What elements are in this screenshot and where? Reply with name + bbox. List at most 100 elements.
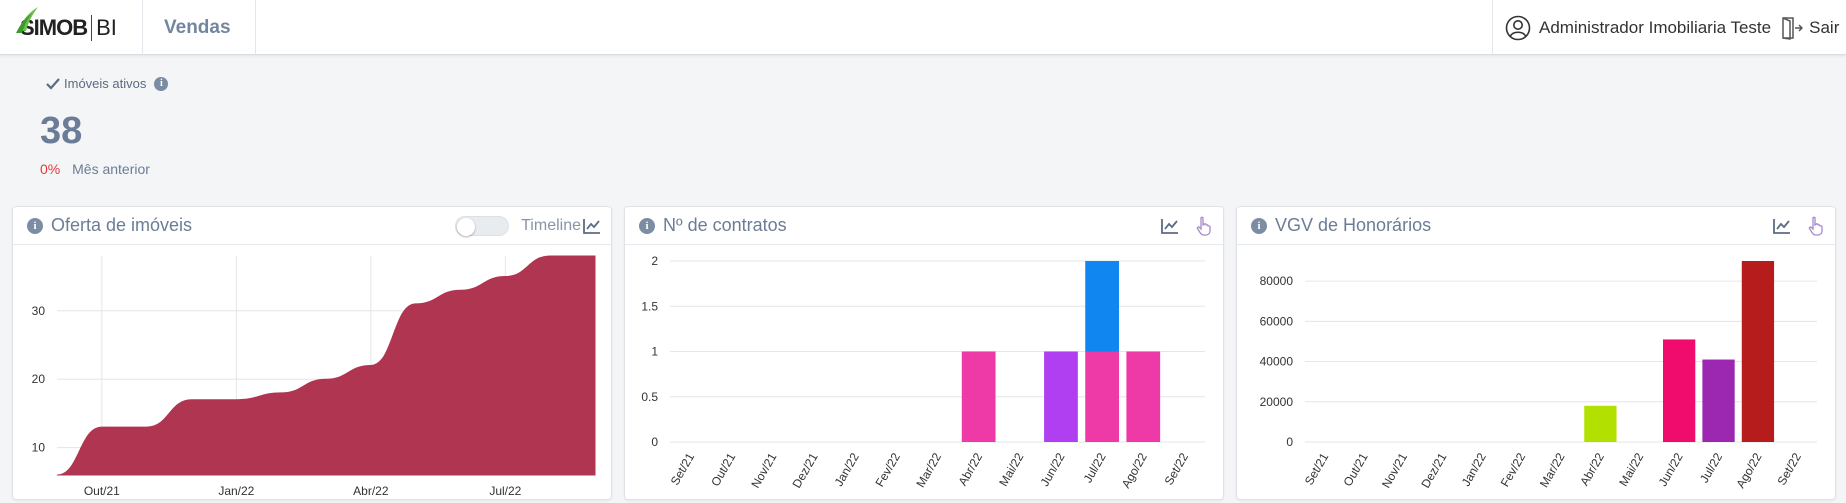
pointer-hand-icon[interactable] [1807,216,1825,236]
x-tick-label: Abr/22 [955,450,985,488]
x-tick-label: Nov/21 [1379,450,1410,490]
timeline-toggle[interactable] [455,216,510,236]
logout-button[interactable]: Sair [1781,16,1839,40]
x-tick-label: Nov/21 [748,450,779,490]
x-tick-label: Abr/22 [1577,450,1607,488]
x-tick-label: Dez/21 [789,450,820,490]
x-tick-label: Jan/22 [832,450,862,488]
y-tick-label: 0 [651,435,658,449]
bar [1663,339,1696,442]
x-tick-label: Jun/22 [1037,450,1067,488]
offer-area-chart: 10 20 30 Out/21 Jan/22 Abr/22 Jul/22 [32,255,596,498]
top-bar: SIMOB BI Vendas Administrador Imobiliari… [0,0,1846,55]
bar [1044,351,1078,442]
x-tick-label: Mar/22 [1537,450,1568,490]
bar [1584,405,1617,442]
x-tick-label: Ago/22 [1119,450,1150,490]
bar [1702,359,1735,442]
x-tick-label: Mar/22 [913,450,944,490]
pointer-hand-icon[interactable] [1195,216,1213,236]
y-tick-label: 2 [651,254,658,268]
y-tick-label: 10 [32,441,46,455]
kpi-change-label: Mês anterior [72,161,150,177]
logout-label: Sair [1809,17,1840,37]
card-tools [1161,216,1213,236]
logout-door-icon [1782,16,1804,40]
y-tick-label: 0.5 [641,390,658,404]
x-tick-label: Jul/22 [489,484,521,498]
x-tick-label: Jun/22 [1656,450,1686,488]
vgv-bar-chart: 0 20000 40000 60000 80000 Set/21 Out/21 Nov/21 D… [1260,261,1817,490]
x-tick-label: Out/21 [708,450,738,488]
card-header: i Oferta de imóveis Timeline [13,207,611,245]
bar [1741,261,1775,442]
page-title: Vendas [144,0,256,55]
y-tick-label: 30 [32,304,46,318]
info-icon[interactable]: i [639,217,655,234]
line-chart-icon[interactable] [1773,218,1791,234]
kpi-label: Imóveis ativos [64,76,147,91]
x-tick-label: Set/22 [1774,450,1804,487]
y-tick-label: 0 [1286,435,1293,449]
x-tick-label: Jan/22 [218,484,254,498]
logo-leaf-icon [16,6,38,33]
x-tick-label: Dez/21 [1418,450,1449,490]
y-tick-label: 20000 [1260,395,1294,409]
card-tools: Timeline [455,216,601,236]
kpi-value: 38 [40,110,83,152]
bar [961,351,996,442]
x-tick-label: Abr/22 [353,484,389,498]
logo[interactable]: SIMOB BI [0,0,143,55]
y-tick-label: 40000 [1260,355,1294,369]
bar [1126,351,1161,442]
info-icon[interactable]: i [27,217,43,234]
card-title: Oferta de imóveis [51,215,193,235]
card-tools [1773,216,1825,236]
x-tick-label: Mai/22 [996,450,1026,488]
card-contracts: i Nº de contratos 0 0.5 1 1.5 2 Set/21 Out/21 N… [624,206,1224,500]
x-tick-label: Fev/22 [1498,450,1529,489]
x-tick-label: Ago/22 [1733,450,1764,490]
area-series [56,255,596,476]
x-tick-label: Out/21 [1341,450,1371,488]
x-tick-label: Set/21 [1302,450,1332,487]
line-chart-icon[interactable] [583,218,601,234]
card-property-offer: i Oferta de imóveis Timeline 10 20 30 Out/2… [12,206,612,500]
bar [1085,261,1119,352]
kpi-active-properties: Imóveis ativos i [46,76,169,91]
x-tick-label: Out/21 [84,484,120,498]
x-tick-label: Mai/22 [1616,450,1646,488]
y-tick-label: 60000 [1260,314,1294,328]
kpi-info-icon[interactable]: i [154,76,169,91]
info-icon[interactable]: i [1251,217,1267,234]
kpi-change: 0% [40,161,61,177]
y-tick-label: 1 [651,345,658,359]
card-title: Nº de contratos [663,215,787,235]
x-tick-label: Jul/22 [1081,450,1109,485]
user-avatar-icon[interactable] [1505,15,1531,41]
x-tick-label: Jan/22 [1459,450,1489,488]
bar [1085,351,1119,442]
x-tick-label: Set/22 [1162,450,1192,487]
toggle-knob [457,218,476,236]
y-tick-label: 20 [32,372,46,386]
card-header: i VGV de Honorários [1237,207,1835,245]
logo-suffix: BI [91,14,117,41]
check-icon [46,77,60,90]
card-header: i Nº de contratos [625,207,1223,245]
x-tick-label: Fev/22 [872,450,903,489]
timeline-label: Timeline [521,217,581,234]
user-name[interactable]: Administrador Imobiliaria Teste [1539,17,1772,37]
logo-text: SIMOB [20,14,88,40]
contracts-bar-chart: 0 0.5 1 1.5 2 Set/21 Out/21 Nov/21 Dez/21 Jan/22 F… [641,254,1205,490]
y-tick-label: 1.5 [641,299,658,313]
card-vgv-fees: i VGV de Honorários 0 20000 40000 60000 8000… [1236,206,1836,500]
x-tick-label: Jul/22 [1697,450,1725,485]
user-area: Administrador Imobiliaria Teste Sair [1492,0,1839,55]
x-tick-label: Set/21 [668,450,698,487]
logo-wordmark: SIMOB [16,6,88,41]
kpi-comparison: 0% Mês anterior [40,161,150,177]
y-tick-label: 80000 [1260,274,1294,288]
line-chart-icon[interactable] [1161,218,1179,234]
card-title: VGV de Honorários [1275,215,1432,235]
